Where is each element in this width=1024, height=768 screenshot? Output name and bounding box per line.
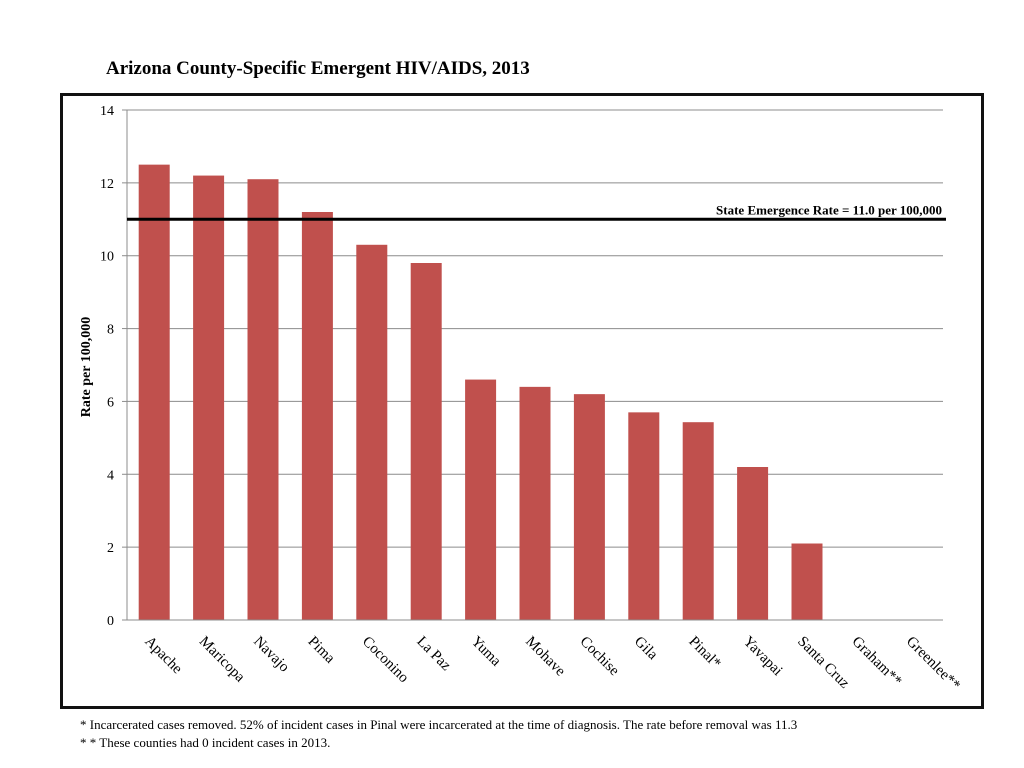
- x-tick-label: Mohave: [522, 634, 568, 680]
- x-tick-label: Coconino: [359, 634, 412, 687]
- x-tick-label: Pinal*: [685, 634, 723, 672]
- y-tick-label: 0: [107, 614, 114, 629]
- bar-gila: [628, 412, 660, 620]
- y-axis-label: Rate per 100,000: [79, 317, 94, 417]
- bar-cochise: [573, 394, 605, 620]
- x-tick-label: Pima: [305, 634, 338, 667]
- bar-maricopa: [193, 175, 225, 621]
- x-tick-label: Santa Cruz: [794, 634, 852, 692]
- bar-yavapai: [737, 467, 769, 620]
- x-tick-label: Yuma: [468, 634, 504, 670]
- x-tick-label: Gila: [631, 634, 661, 664]
- bar-mohave: [519, 386, 551, 620]
- x-tick-label: Graham**: [849, 634, 905, 690]
- bar-pinal: [682, 422, 714, 620]
- footnote-incarcerated: * Incarcerated cases removed. 52% of inc…: [80, 717, 798, 732]
- bar-yuma: [465, 379, 497, 620]
- x-tick-label: Navajo: [250, 634, 292, 676]
- x-tick-label: Apache: [141, 634, 185, 678]
- bar-coconino: [356, 244, 388, 621]
- footnote-zero-cases: * * These counties had 0 incident cases …: [80, 735, 331, 750]
- chart-frame: [60, 93, 984, 709]
- y-tick-label: 6: [107, 395, 114, 410]
- y-tick-label: 14: [100, 104, 114, 119]
- bar-apache: [138, 164, 170, 620]
- y-tick-label: 10: [100, 250, 114, 265]
- y-tick-label: 12: [100, 177, 114, 192]
- bar-pima: [301, 212, 333, 620]
- y-tick-label: 2: [107, 541, 114, 556]
- state-rate-label: State Emergence Rate = 11.0 per 100,000: [716, 202, 942, 217]
- x-tick-label: Cochise: [577, 634, 623, 680]
- x-tick-label: La Paz: [413, 634, 454, 675]
- x-tick-label: Yavapai: [740, 634, 786, 680]
- bar-la-paz: [410, 263, 442, 620]
- chart-title: Arizona County-Specific Emergent HIV/AID…: [106, 58, 530, 79]
- x-tick-label: Greenlee**: [903, 634, 963, 694]
- y-tick-label: 8: [107, 323, 114, 338]
- y-tick-label: 4: [107, 468, 114, 483]
- bar-santa-cruz: [791, 543, 823, 620]
- x-tick-label: Maricopa: [196, 634, 248, 686]
- bar-navajo: [247, 179, 279, 620]
